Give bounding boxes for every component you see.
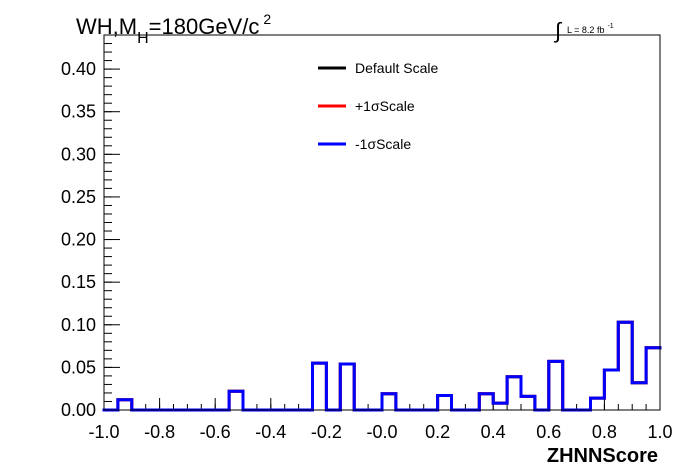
lumi-label: L = 8.2 fb -1 <box>567 23 614 35</box>
x-tick-label: 0.8 <box>592 422 617 442</box>
x-tick-label: -0.0 <box>366 422 397 442</box>
chart-title: WH,MH=180GeV/c 2 <box>76 11 271 47</box>
x-tick-label: -0.8 <box>144 422 175 442</box>
lumi-integral-sign: ∫ <box>553 18 563 43</box>
legend-label-1: +1σScale <box>355 98 415 114</box>
y-tick-label: 0.25 <box>61 187 96 207</box>
x-tick-label: 0.6 <box>536 422 561 442</box>
legend-label-0: Default Scale <box>355 60 438 76</box>
y-ticks: 0.00 0.05 0.10 0.15 0.20 0.25 0.30 0.35 0.40 <box>61 34 120 420</box>
x-axis-title: ZHNNScore <box>547 445 658 467</box>
y-tick-label: 0.15 <box>61 272 96 292</box>
y-tick-label: 0.05 <box>61 357 96 377</box>
legend-label-2: -1σScale <box>355 136 411 152</box>
x-tick-label: -0.2 <box>311 422 342 442</box>
y-tick-label: 0.20 <box>61 230 96 250</box>
y-tick-label: 0.30 <box>61 144 96 164</box>
x-tick-label: -0.4 <box>255 422 286 442</box>
x-tick-label: 0.2 <box>425 422 450 442</box>
lumi-text: L = 8.2 fb <box>567 25 604 35</box>
x-tick-label: 1.0 <box>647 422 672 442</box>
legend: Default Scale +1σScale -1σScale <box>318 60 438 152</box>
title-subscript: H <box>137 30 149 47</box>
x-tick-label: 0.4 <box>481 422 506 442</box>
y-tick-label: 0.00 <box>61 400 96 420</box>
title-superscript: 2 <box>263 11 271 27</box>
y-tick-label: 0.10 <box>61 315 96 335</box>
lumi-superscript: -1 <box>607 23 613 30</box>
x-tick-label: -1.0 <box>88 422 119 442</box>
y-tick-label: 0.35 <box>61 102 96 122</box>
y-tick-label: 0.40 <box>61 59 96 79</box>
x-tick-label: -0.6 <box>200 422 231 442</box>
x-ticks: -1.0 -0.8 -0.6 -0.4 -0.2 -0.0 0.2 0.4 0.6 0.8 1.0 <box>88 398 673 442</box>
plot-frame <box>103 34 661 411</box>
